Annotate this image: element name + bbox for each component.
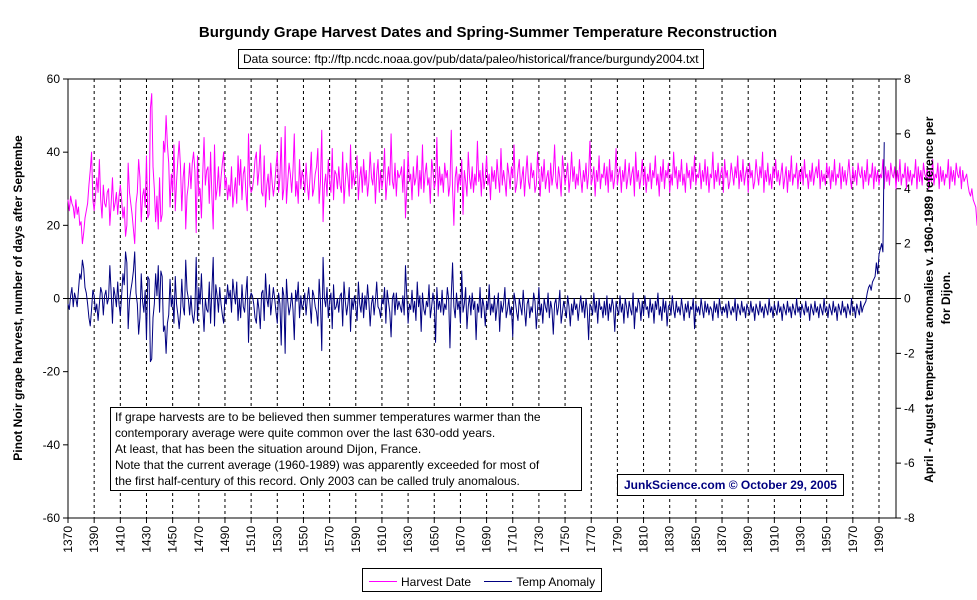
x-tick-label: 1670: [453, 526, 467, 553]
x-tick-label: 1430: [139, 526, 153, 553]
x-tick-label: 1530: [270, 526, 284, 553]
y-right-tick-label: -8: [904, 511, 915, 525]
x-tick-label: 1550: [296, 526, 310, 553]
x-tick-label: 1930: [794, 526, 808, 553]
y-right-tick-label: 6: [904, 127, 911, 141]
y-right-tick-label: -2: [904, 346, 915, 360]
y-left-tick-label: 20: [47, 218, 61, 232]
y-axis-left: 60 40 20 0 -20 -40 -60: [43, 72, 68, 525]
y-axis-right-label: April - August temperature anomalies v. …: [922, 113, 953, 483]
y-right-tick-label: 8: [904, 72, 911, 86]
x-tick-label: 1710: [506, 526, 520, 553]
credit-box: JunkScience.com © October 29, 2005: [617, 474, 844, 496]
x-tick-label: 1990: [872, 526, 886, 553]
x-tick-label: 1890: [741, 526, 755, 553]
x-tick-label: 1850: [689, 526, 703, 553]
legend-item-temp: Temp Anomaly: [484, 575, 595, 589]
annotation-line: Note that the current average (1960-1989…: [115, 458, 540, 472]
y-axis-left-label: Pinot Noir grape harvest, number of days…: [11, 135, 25, 461]
x-tick-label: 1370: [61, 526, 75, 553]
x-axis: 1370 1390 1410 1430 1450 1470 1490 1510 1530 1550…: [61, 518, 886, 553]
y-left-tick-label: 40: [47, 145, 61, 159]
series-group: [67, 93, 977, 363]
series-harvest-date-line: [67, 93, 977, 245]
y-left-tick-label: 60: [47, 72, 61, 86]
x-tick-label: 1410: [113, 526, 127, 553]
y-left-tick-label: 0: [53, 292, 60, 306]
legend-swatch-temp: [484, 581, 513, 582]
legend-label-temp: Temp Anomaly: [516, 574, 596, 589]
legend-item-harvest: Harvest Date: [369, 575, 471, 589]
annotation-box: If grape harvests are to be believed the…: [110, 407, 582, 491]
x-tick-label: 1830: [663, 526, 677, 553]
x-tick-label: 1730: [532, 526, 546, 553]
grid: [93, 79, 880, 518]
y-axis-right-label-line2: for Dijon.: [939, 272, 953, 325]
legend: Harvest Date Temp Anomaly: [362, 568, 603, 592]
chart-title: Burgundy Grape Harvest Dates and Spring-…: [199, 24, 777, 41]
data-source-box: Data source: ftp://ftp.ncdc.noaa.gov/pub…: [238, 49, 704, 69]
x-tick-label: 1650: [427, 526, 441, 553]
y-axis-right: 8 6 4 2 0 -2 -4 -6 -8: [896, 72, 915, 525]
x-tick-label: 1390: [87, 526, 101, 553]
x-tick-label: 1690: [480, 526, 494, 553]
x-tick-label: 1510: [244, 526, 258, 553]
x-tick-label: 1970: [846, 526, 860, 553]
annotation-line: the first half-century of this record. O…: [115, 474, 520, 488]
y-left-tick-label: -40: [43, 438, 61, 452]
y-right-tick-label: 0: [904, 292, 911, 306]
y-right-tick-label: 2: [904, 237, 911, 251]
x-tick-label: 1490: [218, 526, 232, 553]
x-tick-label: 1810: [637, 526, 651, 553]
x-tick-label: 1590: [349, 526, 363, 553]
annotation-line: If grape harvests are to be believed the…: [115, 410, 541, 424]
legend-swatch-harvest: [369, 581, 397, 582]
x-tick-label: 1750: [558, 526, 572, 553]
y-left-tick-label: -20: [43, 365, 61, 379]
x-tick-label: 1790: [610, 526, 624, 553]
y-axis-right-label-line1: April - August temperature anomalies v. …: [922, 116, 936, 482]
x-tick-label: 1610: [375, 526, 389, 553]
y-right-tick-label: 4: [904, 182, 911, 196]
x-tick-label: 1870: [715, 526, 729, 553]
x-tick-label: 1630: [401, 526, 415, 553]
annotation-line: contemporary average were quite common o…: [115, 426, 496, 440]
legend-label-harvest: Harvest Date: [401, 574, 472, 589]
x-tick-label: 1470: [192, 526, 206, 553]
x-tick-label: 1570: [323, 526, 337, 553]
y-right-tick-label: -6: [904, 456, 915, 470]
x-tick-label: 1950: [820, 526, 834, 553]
annotation-line: At least, that has been the situation ar…: [115, 442, 422, 456]
x-tick-label: 1450: [166, 526, 180, 553]
x-tick-label: 1770: [584, 526, 598, 553]
y-right-tick-label: -4: [904, 401, 915, 415]
x-tick-label: 1910: [767, 526, 781, 553]
series-temp-anomaly-line: [67, 142, 885, 363]
y-left-tick-label: -60: [43, 511, 61, 525]
